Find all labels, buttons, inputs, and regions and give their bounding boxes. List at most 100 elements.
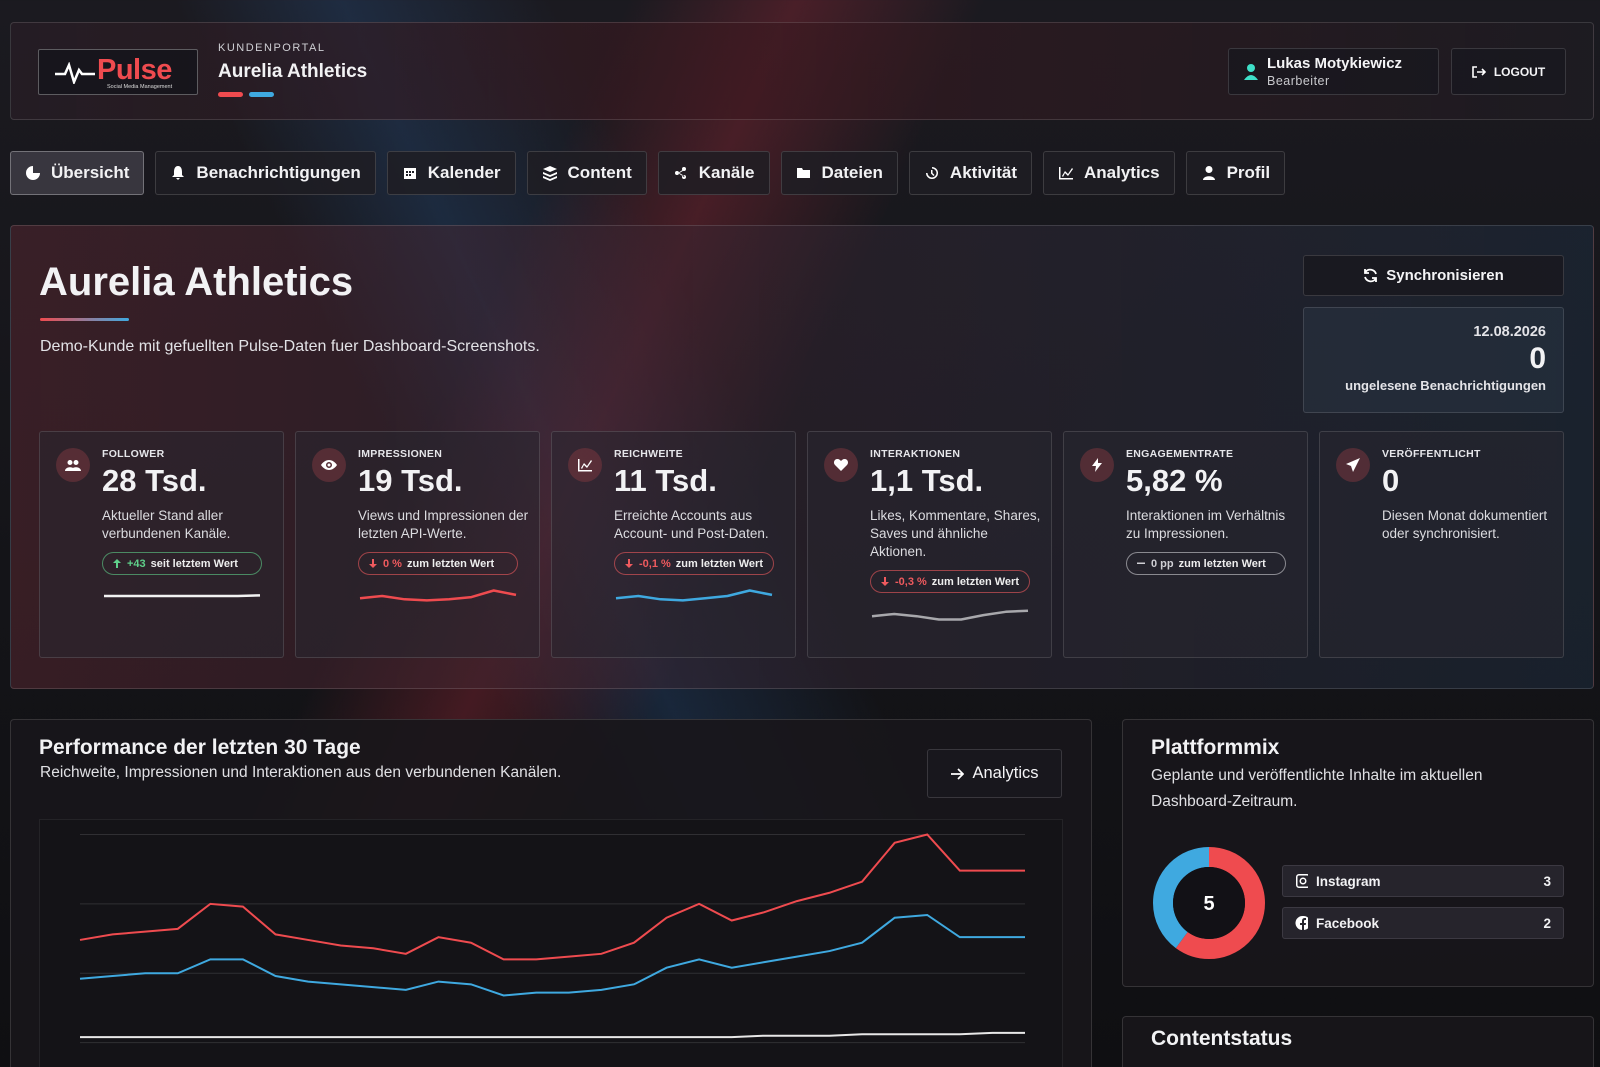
- hero-description: Demo-Kunde mit gefuellten Pulse-Daten fu…: [40, 338, 540, 355]
- donut-center: [1173, 867, 1245, 939]
- kpi-label: VERÖFFENTLICHT: [1382, 448, 1481, 460]
- logout-button[interactable]: LOGOUT: [1451, 48, 1566, 95]
- nav-label: Aktivität: [949, 163, 1017, 182]
- performance-title: Performance der letzten 30 Tage: [39, 736, 361, 759]
- kpi-icon: [312, 448, 346, 482]
- icon: [796, 168, 810, 178]
- kpi-change: 0 pp zum letzten Wert: [1126, 552, 1286, 575]
- nav-label: Content: [567, 163, 632, 182]
- icon: [881, 577, 889, 586]
- kpi-label: REICHWEITE: [614, 448, 683, 460]
- icon: [833, 459, 849, 471]
- kpi-content: ENGAGEMENTRATE 5,82 % Interaktionen im Ver…: [1126, 448, 1298, 575]
- kpi-icon: [1080, 448, 1114, 482]
- icon: [1202, 166, 1215, 180]
- nav-label: Kanäle: [698, 163, 755, 182]
- series-line: [79, 833, 1025, 961]
- icon: [1059, 167, 1073, 180]
- sparkline: [104, 594, 261, 598]
- icon-shape: [542, 166, 557, 181]
- change-value: 0 %: [383, 557, 402, 570]
- nav-label: Dateien: [821, 163, 883, 182]
- portal-label: KUNDENPORTAL: [218, 42, 326, 54]
- legend-name: Facebook: [1316, 915, 1380, 931]
- analytics-button[interactable]: Analytics: [927, 749, 1062, 798]
- series-line: [80, 1031, 1025, 1039]
- change-text: zum letzten Wert: [406, 557, 495, 570]
- icon: [674, 167, 686, 179]
- change-value: +43: [127, 557, 146, 570]
- nav-button[interactable]: Analytics: [1043, 151, 1175, 195]
- icon-shape: [1202, 166, 1215, 180]
- kpi-label: IMPRESSIONEN: [358, 448, 443, 460]
- kpi-change: +43 seit letztem Wert: [102, 552, 262, 575]
- icon-shape: [1092, 458, 1102, 472]
- legend-name: Instagram: [1316, 873, 1381, 889]
- kpi-description: Diesen Monat dokumentiert oder synchroni…: [1382, 508, 1548, 541]
- kpi-card: IMPRESSIONEN 19 Tsd. Views und Impressione…: [295, 431, 540, 658]
- icon: [625, 559, 633, 568]
- nav-button[interactable]: Content: [526, 151, 647, 195]
- icon-shape: [369, 559, 377, 568]
- nav-button[interactable]: Kanäle: [657, 151, 770, 195]
- icon: [26, 166, 40, 180]
- icon: [578, 459, 592, 472]
- kpi-description: Likes, Kommentare, Shares, Saves und ähn…: [870, 508, 1041, 559]
- sync-label: Synchronisieren: [1386, 267, 1504, 284]
- kpi-label: INTERAKTIONEN: [870, 448, 961, 460]
- icon-shape: [881, 577, 889, 586]
- icon: [65, 460, 81, 471]
- kpi-value: 1,1 Tsd.: [870, 463, 984, 498]
- nav-button[interactable]: Benachrichtigungen: [155, 151, 376, 195]
- nav-label: Übersicht: [51, 163, 130, 182]
- nav-button[interactable]: Übersicht: [10, 151, 145, 195]
- user-box[interactable]: Lukas Motykiewicz Bearbeiter: [1228, 48, 1439, 95]
- sparkline-line: [615, 589, 773, 602]
- kpi-icon: [1336, 448, 1370, 482]
- icon-shape: [1296, 874, 1308, 888]
- logo-text: Pulse: [97, 54, 172, 86]
- performance-chart: [39, 819, 1063, 1067]
- kpi-content: VERÖFFENTLICHT 0 Diesen Monat dokumentiert…: [1382, 448, 1554, 543]
- sync-button[interactable]: Synchronisieren: [1303, 255, 1564, 296]
- change-text: zum letzten Wert: [1178, 557, 1266, 570]
- kpi-content: INTERAKTIONEN 1,1 Tsd. Likes, Kommentare, …: [870, 448, 1042, 627]
- nav: Übersicht Benachrichtigungen Kalender Conte…: [10, 151, 1286, 195]
- icon: [113, 559, 121, 568]
- sync-icon: [1364, 268, 1378, 283]
- performance-subtitle: Reichweite, Impressionen und Interaktion…: [40, 764, 562, 781]
- kpi-card: REICHWEITE 11 Tsd. Erreichte Accounts aus …: [551, 431, 796, 658]
- change-value: -0,1 %: [639, 557, 671, 570]
- icon-shape: [172, 166, 185, 180]
- legend-value: 3: [1543, 873, 1551, 889]
- logout-label: LOGOUT: [1493, 64, 1546, 79]
- nav-button[interactable]: Kalender: [386, 151, 516, 195]
- change-text: zum letzten Wert: [675, 557, 763, 570]
- kpi-change: -0,3 % zum letzten Wert: [870, 570, 1030, 593]
- series-line: [79, 913, 1025, 997]
- icon-shape: [833, 459, 849, 471]
- change-value: 0 pp: [1151, 557, 1174, 570]
- icon-shape: [625, 559, 633, 568]
- logo-tagline: Social Media Management: [107, 84, 173, 90]
- icon-shape: [1295, 915, 1308, 930]
- icon: [1092, 458, 1102, 472]
- icon-shape: [321, 460, 337, 470]
- nav-button[interactable]: Aktivität: [908, 151, 1032, 195]
- arrow-icon: [951, 767, 965, 780]
- kpi-value: 0: [1382, 463, 1400, 498]
- kpi-content: IMPRESSIONEN 19 Tsd. Views und Impressione…: [358, 448, 530, 609]
- nav-button[interactable]: Profil: [1185, 151, 1286, 195]
- icon: [1137, 562, 1145, 564]
- kpi-change: 0 % zum letzten Wert: [358, 552, 518, 575]
- kpi-label: ENGAGEMENTRATE: [1126, 448, 1234, 460]
- icon: [1295, 915, 1308, 930]
- icon-shape: [578, 459, 592, 472]
- kpi-card: VERÖFFENTLICHT 0 Diesen Monat dokumentiert…: [1319, 431, 1564, 658]
- nav-button[interactable]: Dateien: [780, 151, 898, 195]
- content-status-panel: Contentstatus: [1122, 1016, 1594, 1067]
- icon-shape: [796, 168, 810, 178]
- analytics-label: Analytics: [972, 764, 1039, 782]
- icon-shape: [1059, 167, 1073, 180]
